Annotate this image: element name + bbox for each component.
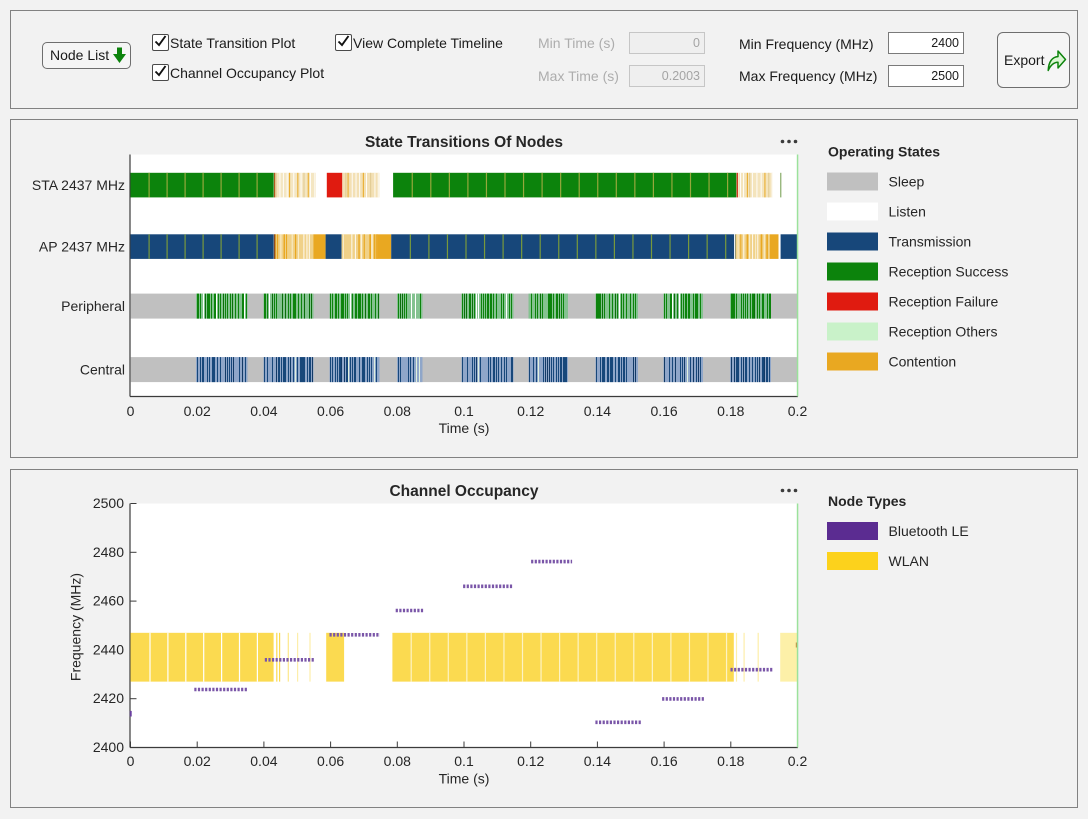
svg-text:2480: 2480 (93, 544, 124, 560)
svg-text:STA 2437 MHz: STA 2437 MHz (32, 177, 125, 193)
svg-text:0.2: 0.2 (788, 403, 808, 419)
svg-text:0.04: 0.04 (250, 403, 277, 419)
svg-text:Peripheral: Peripheral (61, 298, 125, 314)
svg-text:Channel Occupancy: Channel Occupancy (389, 483, 538, 500)
svg-text:Listen: Listen (889, 204, 926, 220)
svg-text:Time (s): Time (s) (439, 420, 490, 436)
svg-text:Time (s): Time (s) (439, 771, 490, 787)
svg-text:Reception Failure: Reception Failure (889, 294, 999, 310)
svg-text:0.1: 0.1 (454, 403, 474, 419)
svg-text:0.18: 0.18 (717, 753, 744, 769)
svg-text:Reception Others: Reception Others (889, 324, 998, 340)
svg-text:2400: 2400 (93, 739, 124, 755)
svg-text:0.1: 0.1 (454, 753, 474, 769)
svg-text:0.12: 0.12 (517, 403, 544, 419)
svg-text:Frequency (MHz): Frequency (MHz) (68, 573, 84, 681)
svg-text:0.08: 0.08 (384, 753, 411, 769)
svg-text:0: 0 (127, 753, 135, 769)
svg-text:0.08: 0.08 (384, 403, 411, 419)
svg-text:0.16: 0.16 (650, 403, 677, 419)
svg-text:0.06: 0.06 (317, 403, 344, 419)
svg-text:Reception Success: Reception Success (889, 264, 1009, 280)
svg-text:2500: 2500 (93, 495, 124, 511)
svg-text:0.14: 0.14 (584, 403, 611, 419)
svg-text:WLAN: WLAN (889, 553, 929, 569)
svg-text:Operating States: Operating States (828, 144, 940, 160)
svg-text:2460: 2460 (93, 593, 124, 609)
svg-text:0.2: 0.2 (788, 753, 808, 769)
svg-text:0.02: 0.02 (184, 753, 211, 769)
svg-text:0.18: 0.18 (717, 403, 744, 419)
svg-text:0: 0 (127, 403, 135, 419)
svg-text:Central: Central (80, 362, 125, 378)
svg-text:2420: 2420 (93, 690, 124, 706)
svg-text:0.12: 0.12 (517, 753, 544, 769)
svg-text:AP 2437 MHz: AP 2437 MHz (39, 239, 125, 255)
svg-text:0.14: 0.14 (584, 753, 611, 769)
svg-text:0.06: 0.06 (317, 753, 344, 769)
svg-text:State Transitions Of Nodes: State Transitions Of Nodes (365, 134, 563, 151)
svg-text:2440: 2440 (93, 641, 124, 657)
svg-text:Sleep: Sleep (889, 174, 925, 190)
svg-text:Bluetooth LE: Bluetooth LE (889, 523, 969, 539)
svg-text:0.02: 0.02 (184, 403, 211, 419)
svg-text:Contention: Contention (889, 354, 957, 370)
svg-text:0.04: 0.04 (250, 753, 277, 769)
svg-text:Node Types: Node Types (828, 493, 907, 509)
svg-text:Transmission: Transmission (889, 234, 972, 250)
svg-text:0.16: 0.16 (650, 753, 677, 769)
